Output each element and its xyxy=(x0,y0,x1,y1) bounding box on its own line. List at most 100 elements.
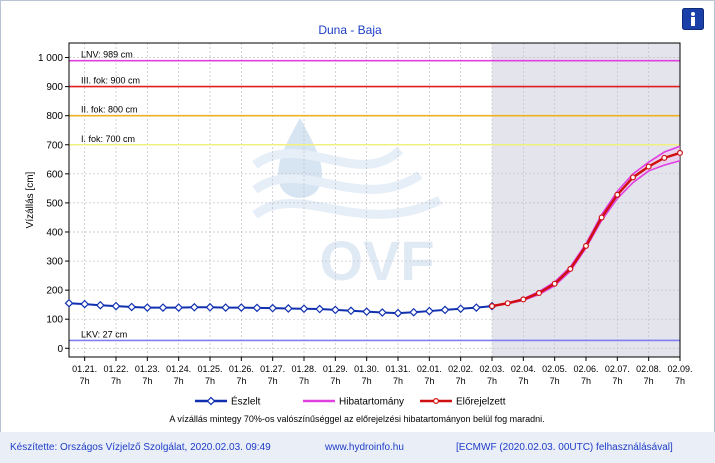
observed-point xyxy=(189,302,199,312)
observed-point xyxy=(236,303,246,312)
observed-point xyxy=(283,304,293,313)
legend-label: Észlelt xyxy=(231,395,261,408)
plot-border xyxy=(68,42,681,358)
x-tick-label-time: 7h xyxy=(299,376,309,386)
x-tick-label-date: 01.23. xyxy=(135,364,160,374)
observed-point xyxy=(471,303,481,312)
observed-point xyxy=(315,304,325,314)
x-tick-label-time: 7h xyxy=(612,376,622,386)
threshold-label: III. fok: 900 cm xyxy=(81,76,140,86)
observed-point xyxy=(346,306,356,316)
x-tick-label-date: 01.28. xyxy=(291,364,316,374)
x-tick-label-time: 7h xyxy=(142,376,152,386)
y-tick-label: 100 xyxy=(46,315,63,326)
x-tick-label-time: 7h xyxy=(550,376,560,386)
x-tick-label-time: 7h xyxy=(487,376,497,386)
y-tick-label: 1 000 xyxy=(38,53,63,64)
forecast-point xyxy=(614,191,621,198)
y-tick-label: 600 xyxy=(46,169,63,180)
info-button[interactable] xyxy=(682,8,704,30)
x-tick-label-date: 02.09. xyxy=(667,364,692,374)
forecast-point xyxy=(489,303,496,310)
x-tick-label-date: 01.30. xyxy=(354,364,379,374)
legend-label: Hibatartomány xyxy=(339,397,404,408)
observed-point xyxy=(252,303,262,313)
observed-point xyxy=(440,305,450,315)
x-tick-label-time: 7h xyxy=(362,376,372,386)
x-tick-label-time: 7h xyxy=(644,376,654,386)
x-tick-label-date: 01.24. xyxy=(166,364,191,374)
forecast-point xyxy=(629,174,636,181)
forecast-point xyxy=(504,300,511,307)
observed-point xyxy=(64,298,74,308)
threshold-label: II. fok: 800 cm xyxy=(81,105,138,115)
y-tick-label: 900 xyxy=(46,82,63,93)
x-tick-label-time: 7h xyxy=(393,376,403,386)
forecast-point xyxy=(661,154,668,161)
x-tick-label-date: 02.04. xyxy=(511,364,536,374)
observed-point xyxy=(362,307,372,317)
plot-area: OVF LNV: 989 cm III. fok: 900 cm II. fok: 8… xyxy=(38,42,693,408)
x-tick-label-time: 7h xyxy=(518,376,528,386)
x-tick-label-date: 01.27. xyxy=(260,364,285,374)
x-tick-label-time: 7h xyxy=(111,376,121,386)
x-tick-label-date: 02.02. xyxy=(448,364,473,374)
x-tick-label-time: 7h xyxy=(330,376,340,386)
forecast-point xyxy=(567,265,574,272)
watermark-text: OVF xyxy=(319,229,434,292)
observed-line xyxy=(68,302,493,315)
observed-point xyxy=(377,308,387,317)
y-axis-label: Vízállás [cm] xyxy=(25,171,36,228)
footer-model-note: [ECMWF (2020.02.03. 00UTC) felhasználásá… xyxy=(456,442,673,453)
observed-point xyxy=(174,303,184,312)
x-tick-label-time: 7h xyxy=(424,376,434,386)
probability-note: A vízállás mintegy 70%-os valószínűségge… xyxy=(169,414,544,424)
x-tick-label-date: 01.22. xyxy=(103,364,128,374)
observed-point xyxy=(95,300,105,310)
observed-point xyxy=(142,303,152,312)
y-tick-label: 300 xyxy=(46,257,63,268)
x-tick-label-time: 7h xyxy=(268,376,278,386)
info-icon xyxy=(682,8,704,30)
footer-website[interactable]: www.hydroinfo.hu xyxy=(325,442,404,453)
x-tick-label-date: 02.03. xyxy=(479,364,504,374)
observed-point xyxy=(393,308,403,318)
legend-label: Előrejelzett xyxy=(456,397,506,408)
forecast-point xyxy=(645,163,652,170)
observed-point xyxy=(205,302,215,312)
threshold-label: I. fok: 700 cm xyxy=(81,134,135,144)
y-tick-label: 0 xyxy=(57,344,63,355)
forecast-point xyxy=(551,280,558,287)
observed-point xyxy=(158,303,168,312)
y-tick-label: 500 xyxy=(46,198,63,209)
forecast-point xyxy=(535,290,542,297)
x-tick-label-time: 7h xyxy=(675,376,685,386)
y-tick-label: 400 xyxy=(46,227,63,238)
observed-point xyxy=(456,304,466,314)
legend-marker xyxy=(206,396,216,406)
observed-point xyxy=(80,299,90,309)
legend-marker xyxy=(433,398,440,405)
error-band-fill xyxy=(492,146,680,307)
forecast-point xyxy=(598,214,605,221)
observed-point xyxy=(268,303,278,313)
x-tick-label-time: 7h xyxy=(236,376,246,386)
x-tick-label-date: 01.31. xyxy=(385,364,410,374)
x-tick-label-date: 01.21. xyxy=(72,364,97,374)
x-tick-label-time: 7h xyxy=(456,376,466,386)
forecast-point xyxy=(676,149,683,156)
footer: Készítette: Országos Vízjelző Szolgálat,… xyxy=(0,432,715,463)
observed-point xyxy=(111,301,121,311)
observed-point xyxy=(330,305,340,315)
footer-credit: Készítette: Országos Vízjelző Szolgálat,… xyxy=(10,442,271,453)
x-tick-label-date: 02.06. xyxy=(573,364,598,374)
x-tick-label-time: 7h xyxy=(205,376,215,386)
observed-point xyxy=(127,302,137,312)
threshold-label: LNV: 989 cm xyxy=(81,50,133,60)
forecast-point xyxy=(520,296,527,303)
observed-point xyxy=(424,306,434,316)
x-tick-label-date: 01.25. xyxy=(197,364,222,374)
forecast-point xyxy=(582,242,589,249)
x-tick-label-date: 02.01. xyxy=(417,364,442,374)
